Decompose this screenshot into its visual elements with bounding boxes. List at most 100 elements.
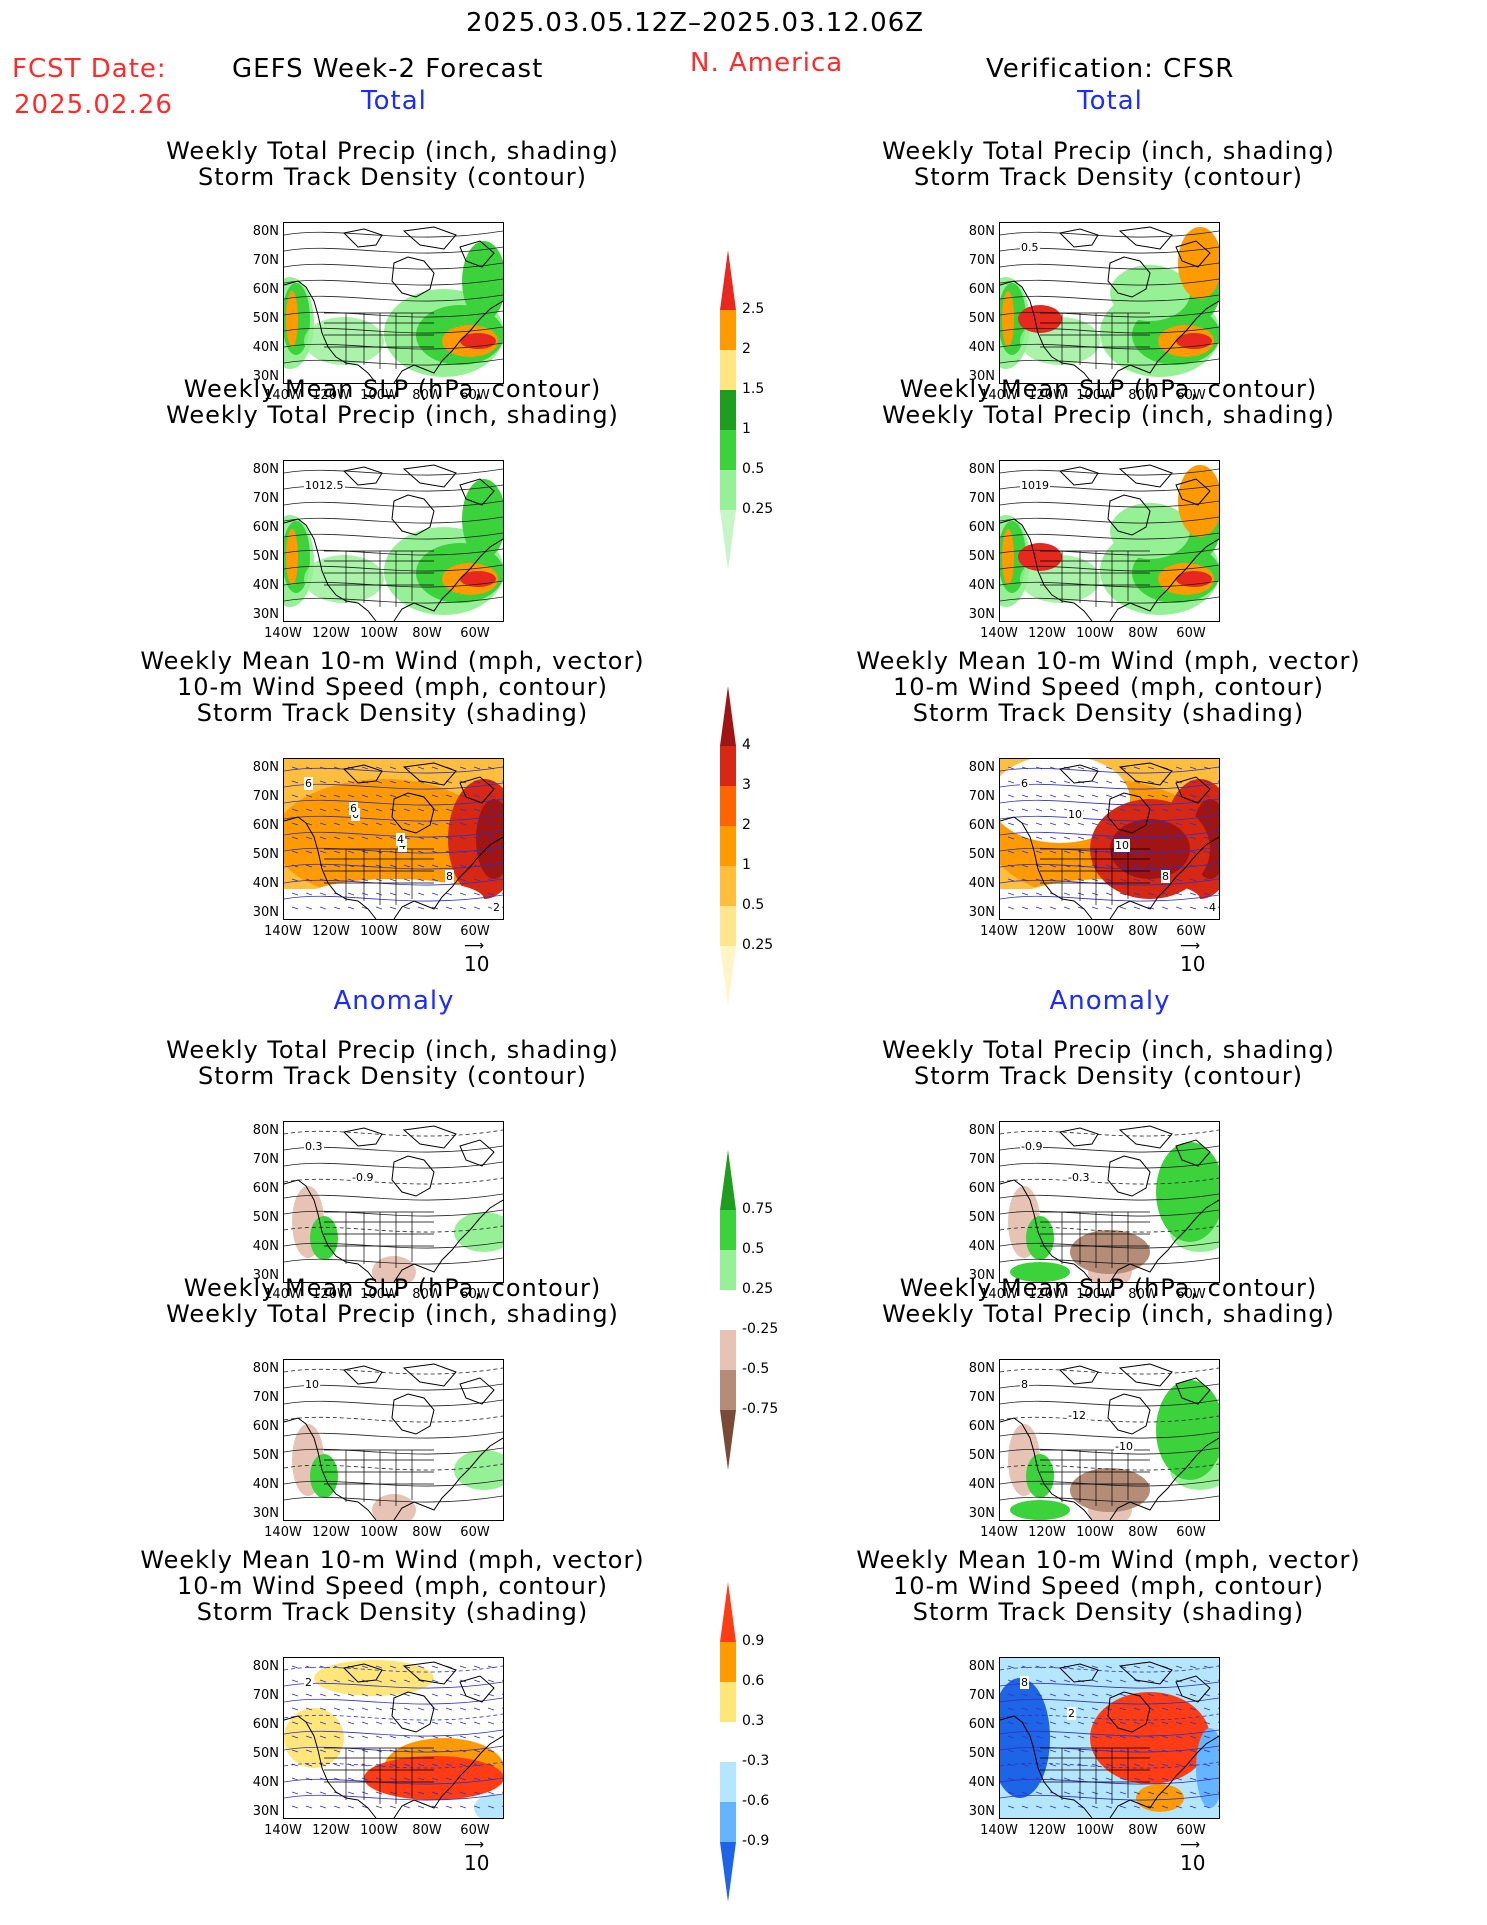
lon-tick-label: 140W bbox=[264, 1287, 302, 1302]
lon-tick-label: 60W bbox=[460, 1823, 490, 1838]
lon-tick-label: 60W bbox=[1176, 1525, 1206, 1540]
colorbar-tick-label: 3 bbox=[742, 777, 751, 793]
lon-tick-label: 100W bbox=[360, 1525, 398, 1540]
contour-label: 1019 bbox=[1020, 479, 1050, 492]
lon-tick-label: 60W bbox=[1176, 1287, 1206, 1302]
lat-tick-label: 60N bbox=[968, 1419, 995, 1434]
contour-label: 2 bbox=[304, 1676, 313, 1689]
lat-tick-label: 50N bbox=[252, 1448, 279, 1463]
lon-tick-label: 100W bbox=[1076, 924, 1114, 939]
lat-tick-label: 50N bbox=[252, 1210, 279, 1225]
lon-tick-label: 140W bbox=[264, 1525, 302, 1540]
contour-label: 10 bbox=[1114, 839, 1130, 852]
lat-tick-label: 40N bbox=[252, 1239, 279, 1254]
lat-tick-label: 80N bbox=[968, 760, 995, 775]
contour-label: -0.9 bbox=[351, 1171, 375, 1184]
lat-tick-label: 40N bbox=[252, 578, 279, 593]
panel-title-line: Weekly Total Precip (inch, shading) bbox=[166, 401, 619, 429]
lon-tick-label: 100W bbox=[1076, 388, 1114, 403]
lat-tick-label: 70N bbox=[252, 491, 279, 506]
colorbar-tick-label: 2 bbox=[742, 817, 751, 833]
contour-label: 6 bbox=[1020, 777, 1029, 790]
lon-tick-label: 80W bbox=[1128, 924, 1158, 939]
vector-scale-reference: ⟶ 10 bbox=[1180, 938, 1206, 976]
lon-tick-label: 100W bbox=[360, 388, 398, 403]
colorbar-tick-label: 0.75 bbox=[742, 1201, 774, 1217]
panel-title-line: 10-m Wind Speed (mph, contour) bbox=[892, 673, 1325, 701]
verification-title: Verification: CFSR bbox=[986, 54, 1235, 84]
contour-label: 4 bbox=[396, 833, 405, 846]
contour-label: 10 bbox=[304, 1378, 320, 1391]
lat-tick-label: 80N bbox=[968, 1361, 995, 1376]
lat-tick-label: 80N bbox=[252, 760, 279, 775]
lat-tick-label: 30N bbox=[252, 369, 279, 384]
map-plot: 2 bbox=[283, 1657, 504, 1819]
map-plot: 6 10 10 8 4 bbox=[999, 758, 1220, 920]
contour-label: -10 bbox=[1114, 1440, 1134, 1453]
map-plot bbox=[283, 222, 504, 384]
lat-tick-label: 70N bbox=[968, 1390, 995, 1405]
lat-tick-label: 60N bbox=[968, 818, 995, 833]
contour-label: 2 bbox=[492, 901, 501, 914]
lon-tick-label: 60W bbox=[460, 1525, 490, 1540]
lat-tick-label: 40N bbox=[968, 876, 995, 891]
lon-tick-label: 100W bbox=[360, 1823, 398, 1838]
lat-tick-label: 70N bbox=[968, 1688, 995, 1703]
section-anomaly-left: Anomaly bbox=[333, 986, 455, 1016]
colorbar-tick-label: 0.9 bbox=[742, 1633, 765, 1649]
contour-label: -0.3 bbox=[1067, 1171, 1091, 1184]
lon-tick-label: 140W bbox=[980, 1525, 1018, 1540]
lat-tick-label: 60N bbox=[968, 282, 995, 297]
panel-title-line: Weekly Total Precip (inch, shading) bbox=[166, 137, 619, 165]
panel-title-line: Storm Track Density (contour) bbox=[913, 163, 1304, 191]
lon-tick-label: 80W bbox=[1128, 388, 1158, 403]
lat-tick-label: 70N bbox=[968, 491, 995, 506]
contour-label: 8 bbox=[1161, 870, 1170, 883]
panel-title-line: Weekly Mean 10-m Wind (mph, vector) bbox=[856, 1546, 1361, 1574]
colorbar-tick-label: 0.6 bbox=[742, 1673, 765, 1689]
map-plot: 0.5 bbox=[999, 222, 1220, 384]
lat-tick-label: 70N bbox=[968, 253, 995, 268]
lat-tick-label: 80N bbox=[968, 462, 995, 477]
panel-title-line: Weekly Mean 10-m Wind (mph, vector) bbox=[140, 647, 645, 675]
lon-tick-label: 60W bbox=[460, 388, 490, 403]
lat-tick-label: 40N bbox=[252, 876, 279, 891]
lon-tick-label: 60W bbox=[1176, 626, 1206, 641]
lat-tick-label: 50N bbox=[252, 311, 279, 326]
lon-tick-label: 60W bbox=[460, 626, 490, 641]
lat-tick-label: 30N bbox=[968, 607, 995, 622]
panel-title-line: Weekly Mean SLP (hPa, contour) bbox=[899, 1274, 1318, 1302]
colorbar-tick-label: 1 bbox=[742, 857, 751, 873]
lat-tick-label: 40N bbox=[252, 1775, 279, 1790]
vector-scale-value: 10 bbox=[464, 1851, 490, 1875]
lat-tick-label: 80N bbox=[252, 1659, 279, 1674]
panel-title-line: Storm Track Density (contour) bbox=[913, 1062, 1304, 1090]
panel-title-line: Weekly Total Precip (inch, shading) bbox=[882, 137, 1335, 165]
map-plot: 6648264 bbox=[283, 758, 504, 920]
lon-tick-label: 140W bbox=[980, 1287, 1018, 1302]
lat-tick-label: 30N bbox=[968, 1506, 995, 1521]
lon-tick-label: 60W bbox=[460, 924, 490, 939]
lon-tick-label: 80W bbox=[1128, 1287, 1158, 1302]
lat-tick-label: 70N bbox=[252, 1152, 279, 1167]
lat-tick-label: 80N bbox=[968, 1123, 995, 1138]
lat-tick-label: 80N bbox=[252, 462, 279, 477]
lat-tick-label: 60N bbox=[252, 1181, 279, 1196]
panel-title-line: 10-m Wind Speed (mph, contour) bbox=[176, 1572, 609, 1600]
colorbar-tick-label: -0.9 bbox=[742, 1833, 770, 1849]
lat-tick-label: 40N bbox=[968, 340, 995, 355]
colorbar-tick-label: -0.6 bbox=[742, 1793, 770, 1809]
lat-tick-label: 80N bbox=[252, 1361, 279, 1376]
colorbar-tick-label: 1 bbox=[742, 421, 751, 437]
lat-tick-label: 40N bbox=[968, 1477, 995, 1492]
panel-title-line: Weekly Mean 10-m Wind (mph, vector) bbox=[140, 1546, 645, 1574]
lon-tick-label: 120W bbox=[1028, 1525, 1066, 1540]
panel-title-line: Storm Track Density (contour) bbox=[197, 163, 588, 191]
lat-tick-label: 50N bbox=[968, 847, 995, 862]
lat-tick-label: 30N bbox=[252, 1506, 279, 1521]
lon-tick-label: 120W bbox=[1028, 388, 1066, 403]
contour-label: 6 bbox=[349, 802, 358, 815]
section-total-right: Total bbox=[1077, 86, 1143, 116]
lat-tick-label: 60N bbox=[252, 520, 279, 535]
